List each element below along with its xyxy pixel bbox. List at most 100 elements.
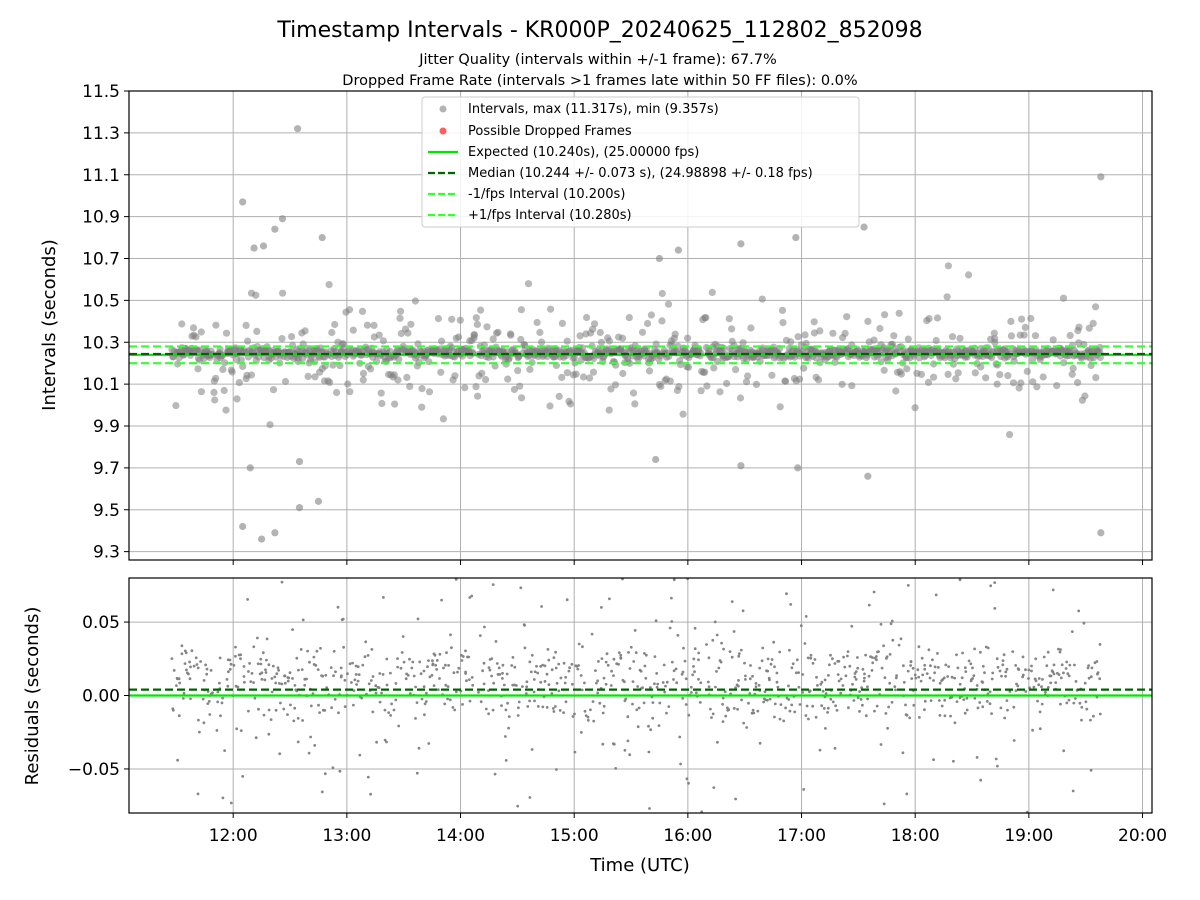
residual-point bbox=[890, 619, 894, 623]
interval-point bbox=[367, 365, 375, 373]
residual-point bbox=[670, 620, 674, 623]
residual-point bbox=[1027, 668, 1031, 672]
interval-point bbox=[911, 404, 919, 412]
interval-point bbox=[576, 332, 584, 340]
interval-point bbox=[345, 306, 354, 314]
interval-outlier-point bbox=[652, 455, 660, 464]
residual-point bbox=[199, 660, 203, 663]
interval-point bbox=[239, 362, 247, 370]
residual-point bbox=[790, 666, 794, 670]
residual-point bbox=[1038, 727, 1042, 731]
residual-point bbox=[1021, 655, 1025, 659]
residual-point bbox=[202, 721, 206, 725]
residual-point bbox=[423, 713, 426, 717]
residual-point bbox=[749, 664, 752, 667]
residual-point bbox=[389, 714, 392, 717]
residual-point bbox=[1059, 702, 1062, 706]
interval-point bbox=[657, 382, 665, 390]
residual-point bbox=[818, 748, 822, 752]
residual-point bbox=[545, 672, 549, 676]
bottom-y-tick-label: 0.00 bbox=[82, 687, 120, 707]
residual-point bbox=[510, 664, 514, 667]
residual-point bbox=[481, 669, 484, 673]
residual-point bbox=[235, 727, 239, 731]
residual-point bbox=[256, 636, 259, 640]
residual-point bbox=[1005, 667, 1009, 671]
residual-point bbox=[1062, 749, 1066, 753]
residual-point bbox=[541, 663, 544, 667]
residual-point bbox=[801, 691, 804, 694]
residual-point bbox=[973, 696, 977, 700]
residual-point bbox=[1082, 621, 1086, 625]
residual-point bbox=[370, 648, 374, 651]
residual-point bbox=[262, 713, 266, 717]
residual-point bbox=[805, 704, 809, 708]
interval-point bbox=[461, 384, 469, 392]
residual-point bbox=[408, 692, 412, 695]
residual-point bbox=[1087, 664, 1090, 667]
residual-point bbox=[342, 645, 345, 649]
residual-point bbox=[919, 679, 923, 683]
interval-point bbox=[1023, 367, 1031, 375]
residual-point bbox=[788, 709, 792, 713]
interval-point bbox=[517, 306, 526, 314]
interval-point bbox=[546, 402, 554, 410]
residual-point bbox=[917, 645, 921, 649]
residual-point bbox=[993, 607, 997, 610]
residual-point bbox=[580, 688, 584, 692]
bottom-y-tick-label: 0.05 bbox=[82, 613, 120, 633]
residual-point bbox=[440, 598, 443, 602]
residual-point bbox=[833, 662, 837, 665]
residual-point bbox=[689, 685, 693, 689]
interval-outlier-point bbox=[1097, 529, 1105, 537]
residual-point bbox=[448, 698, 452, 702]
interval-point bbox=[723, 379, 731, 388]
residual-point bbox=[414, 685, 417, 689]
residual-point bbox=[293, 706, 297, 710]
residual-point bbox=[798, 703, 802, 706]
residual-point bbox=[341, 617, 345, 621]
residual-point bbox=[498, 673, 502, 676]
top-y-tick-label: 9.9 bbox=[93, 417, 120, 437]
residual-point bbox=[993, 581, 997, 584]
residual-point bbox=[595, 681, 598, 685]
residual-point bbox=[364, 640, 368, 644]
residual-point bbox=[511, 656, 515, 659]
residual-point bbox=[183, 662, 187, 665]
residual-point bbox=[555, 681, 559, 685]
interval-point bbox=[517, 335, 525, 344]
residual-point bbox=[1062, 671, 1065, 675]
residual-point bbox=[1034, 657, 1038, 661]
residual-point bbox=[577, 664, 580, 667]
residual-point bbox=[1080, 705, 1084, 709]
residual-point bbox=[1037, 683, 1041, 687]
residual-point bbox=[916, 668, 920, 672]
residual-point bbox=[882, 644, 885, 648]
residual-point bbox=[323, 709, 327, 712]
residual-point bbox=[1083, 681, 1087, 685]
interval-point bbox=[172, 402, 180, 410]
residual-point bbox=[811, 661, 815, 665]
residual-point bbox=[487, 712, 490, 716]
residual-point bbox=[264, 671, 268, 674]
residual-point bbox=[532, 678, 536, 681]
residual-point bbox=[400, 651, 404, 654]
interval-point bbox=[418, 385, 426, 393]
interval-point bbox=[269, 386, 278, 394]
interval-point bbox=[197, 328, 205, 336]
residual-point bbox=[420, 697, 424, 701]
residual-point bbox=[1068, 663, 1072, 667]
residual-point bbox=[665, 711, 668, 715]
interval-point bbox=[304, 372, 312, 380]
residual-point bbox=[242, 675, 246, 678]
residual-point bbox=[374, 691, 378, 695]
residual-point bbox=[629, 645, 633, 649]
residual-point bbox=[904, 703, 907, 707]
residual-point bbox=[283, 674, 287, 678]
residual-point bbox=[614, 767, 618, 770]
interval-point bbox=[1075, 323, 1083, 331]
residual-point bbox=[195, 663, 199, 666]
interval-point bbox=[991, 338, 999, 346]
interval-point bbox=[1039, 373, 1047, 381]
interval-point bbox=[474, 392, 482, 400]
